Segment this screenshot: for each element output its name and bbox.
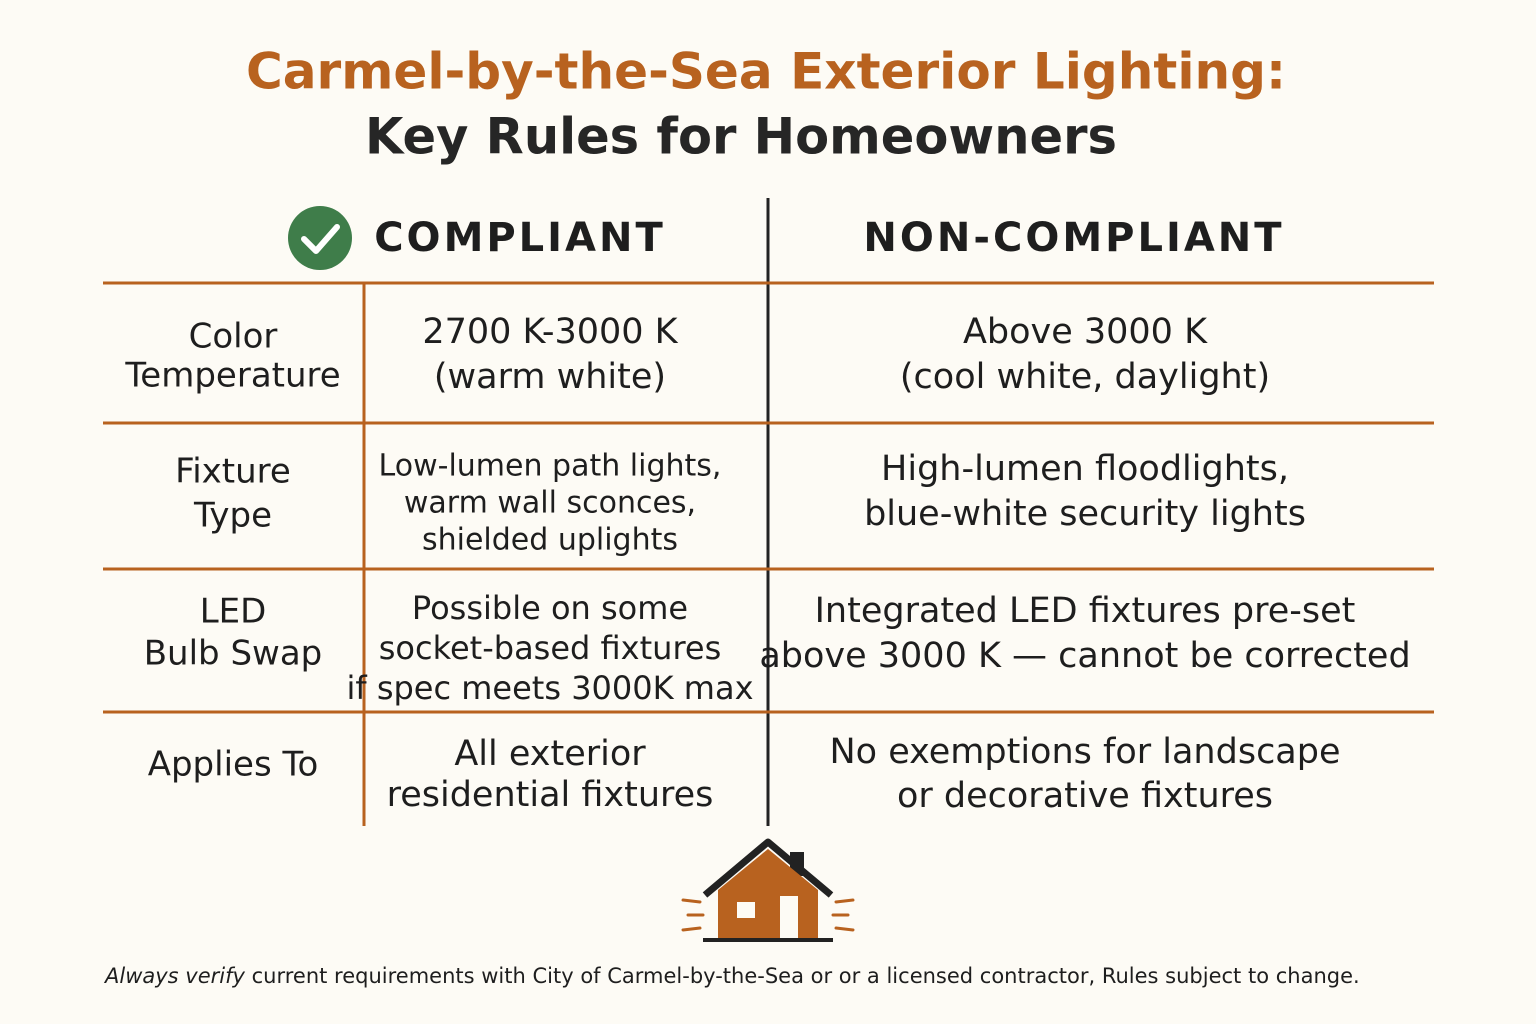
- non-compliant-text: Integrated LED fixtures pre-set: [815, 591, 1356, 631]
- row-label: Applies To: [148, 745, 319, 785]
- column-header: NON-COMPLIANT: [863, 215, 1284, 261]
- compliant-text: All exterior: [454, 734, 646, 774]
- row-label: Bulb Swap: [144, 634, 323, 674]
- title: Carmel-by-the-Sea Exterior Lighting:: [246, 43, 1286, 101]
- non-compliant-text: (cool white, daylight): [900, 357, 1270, 397]
- compliant-text: shielded uplights: [422, 523, 678, 558]
- compliant-text: warm wall sconces,: [404, 486, 696, 521]
- row-label: Temperature: [124, 356, 340, 396]
- compliant-text: 2700 K-3000 K: [422, 312, 678, 352]
- house-icon: [681, 838, 855, 942]
- check-icon: [288, 206, 352, 270]
- non-compliant-text: No exemptions for landscape: [829, 732, 1340, 772]
- non-compliant-text: Above 3000 K: [963, 312, 1208, 352]
- non-compliant-text: blue-white security lights: [864, 494, 1306, 534]
- column-header: COMPLIANT: [374, 215, 666, 261]
- footer-emphasis: Always verify: [103, 964, 245, 988]
- compliant-text: if spec meets 3000K max: [346, 669, 753, 707]
- row-label: LED: [200, 592, 267, 632]
- compliant-text: Low-lumen path lights,: [379, 449, 722, 484]
- compliant-text: socket-based fixtures: [379, 629, 722, 667]
- compliant-text: residential fixtures: [387, 775, 714, 815]
- non-compliant-text: above 3000 K — cannot be corrected: [759, 636, 1410, 676]
- row-lines: [103, 281, 1434, 714]
- non-compliant-text: High-lumen floodlights,: [881, 449, 1289, 489]
- footer: Always verify current requirements with …: [103, 964, 1360, 988]
- subtitle: Key Rules for Homeowners: [365, 108, 1117, 166]
- non-compliant-text: or decorative fixtures: [897, 776, 1273, 816]
- row-label: Color: [189, 317, 278, 357]
- row-label: Type: [193, 496, 272, 536]
- row-label: Fixture: [175, 452, 291, 492]
- footer-text: current requirements with City of Carmel…: [252, 964, 1360, 988]
- compliant-text: Possible on some: [412, 589, 688, 627]
- compliant-text: (warm white): [434, 357, 666, 397]
